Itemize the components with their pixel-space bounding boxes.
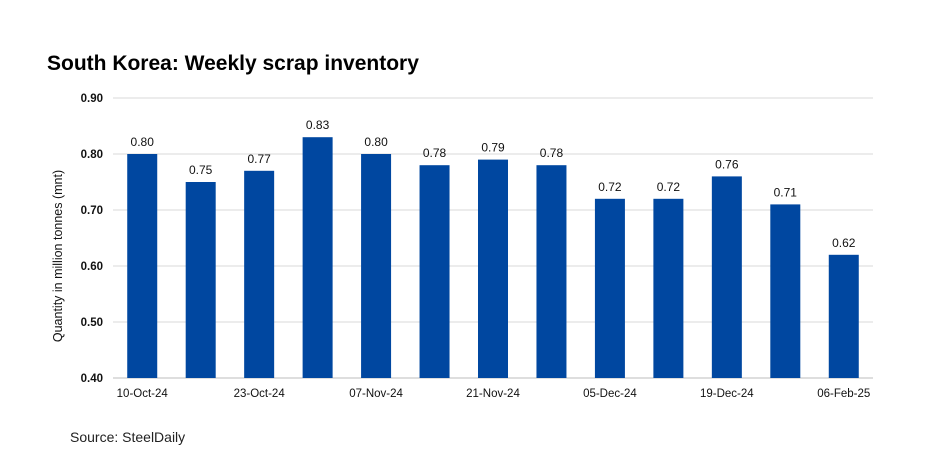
chart-title: South Korea: Weekly scrap inventory <box>47 52 419 75</box>
x-tick-label: 05-Dec-24 <box>583 388 637 400</box>
bar <box>478 159 508 378</box>
data-label: 0.72 <box>657 180 681 194</box>
y-tick-label: 0.70 <box>81 205 103 217</box>
x-tick-label: 10-Oct-24 <box>117 388 169 400</box>
y-tick-label: 0.80 <box>81 149 103 161</box>
x-axis-ticks: 10-Oct-24 23-Oct-24 07-Nov-24 21-Nov-24 05-D… <box>117 388 871 400</box>
bar <box>185 182 216 378</box>
bar <box>419 165 450 378</box>
data-label: 0.83 <box>306 118 330 132</box>
x-tick-label: 07-Nov-24 <box>349 388 403 400</box>
data-label: 0.78 <box>423 146 447 160</box>
x-tick-label: 19-Dec-24 <box>700 388 754 400</box>
bar <box>244 170 275 378</box>
bars <box>127 137 859 378</box>
y-tick-label: 0.50 <box>81 317 103 329</box>
data-label: 0.71 <box>774 185 798 199</box>
y-tick-label: 0.60 <box>81 261 103 273</box>
bar <box>361 154 392 378</box>
y-tick-label: 0.40 <box>81 373 103 385</box>
data-label: 0.72 <box>598 180 622 194</box>
y-axis-ticks: 0.40 0.50 0.60 0.70 0.80 0.90 <box>81 93 103 385</box>
bar <box>594 198 625 378</box>
data-label: 0.80 <box>131 135 155 149</box>
x-tick-label: 21-Nov-24 <box>466 388 520 400</box>
bar <box>536 165 567 378</box>
bar <box>127 154 158 378</box>
bar <box>653 198 684 378</box>
x-tick-label: 06-Feb-25 <box>817 388 870 400</box>
data-label: 0.80 <box>364 135 388 149</box>
y-tick-label: 0.90 <box>81 93 103 105</box>
bar <box>711 176 742 378</box>
y-axis-label: Quantity in million tonnes (mnt) <box>51 170 65 342</box>
data-label: 0.75 <box>189 163 213 177</box>
data-label: 0.79 <box>481 141 505 155</box>
data-labels: 0.80 0.75 0.77 0.83 0.80 0.78 0.79 0.78 0.72 0.72… <box>131 118 856 250</box>
data-label: 0.62 <box>832 236 856 250</box>
source-note: Source: SteelDaily <box>70 429 186 445</box>
bar <box>302 137 333 378</box>
bar <box>770 204 801 378</box>
data-label: 0.76 <box>715 157 739 171</box>
data-label: 0.78 <box>540 146 564 160</box>
bar <box>828 254 859 378</box>
x-tick-label: 23-Oct-24 <box>234 388 286 400</box>
data-label: 0.77 <box>247 152 271 166</box>
